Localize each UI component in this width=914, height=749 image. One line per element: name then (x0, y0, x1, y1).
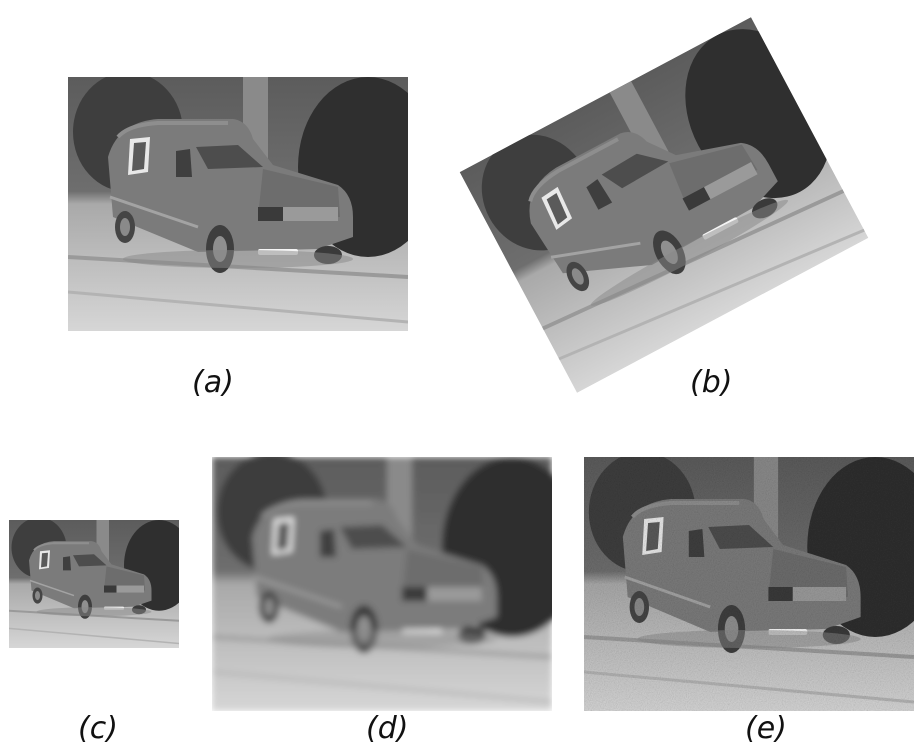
van-image-noisy (584, 457, 914, 711)
rotated-panel-area (454, 10, 874, 400)
caption-d: (d) (366, 711, 409, 746)
caption-c: (c) (78, 711, 118, 746)
van-image-blurred (212, 457, 552, 711)
caption-e: (e) (745, 711, 787, 746)
van-image-rotated (459, 17, 869, 393)
van-image-original (68, 77, 408, 331)
van-image-downscaled (9, 520, 179, 648)
caption-b: (b) (690, 365, 733, 400)
caption-a: (a) (192, 365, 234, 400)
